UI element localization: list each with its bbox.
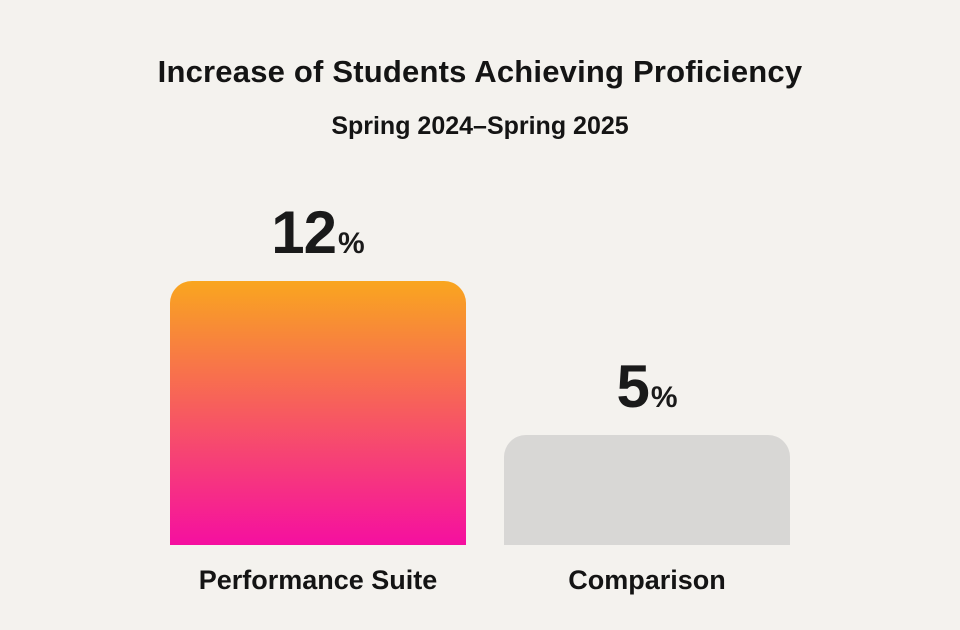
bar-comparison bbox=[504, 435, 790, 545]
value-number-comparison: 5 bbox=[616, 353, 649, 420]
bar-group-performance-suite: 12% Performance Suite bbox=[170, 203, 466, 595]
bar-chart: 12% Performance Suite 5% Comparison bbox=[0, 203, 960, 595]
category-label-performance-suite: Performance Suite bbox=[198, 565, 438, 595]
chart-title: Increase of Students Achieving Proficien… bbox=[157, 54, 803, 89]
value-percent-sign-performance-suite: % bbox=[338, 227, 365, 260]
value-label-performance-suite: 12% bbox=[271, 203, 364, 263]
value-number-performance-suite: 12 bbox=[271, 199, 337, 266]
chart-subtitle: Spring 2024–Spring 2025 bbox=[331, 112, 629, 140]
bar-performance-suite bbox=[170, 281, 466, 545]
bar-group-comparison: 5% Comparison bbox=[504, 357, 790, 595]
value-label-comparison: 5% bbox=[616, 357, 677, 417]
value-percent-sign-comparison: % bbox=[650, 381, 678, 414]
category-label-comparison: Comparison bbox=[568, 565, 726, 595]
